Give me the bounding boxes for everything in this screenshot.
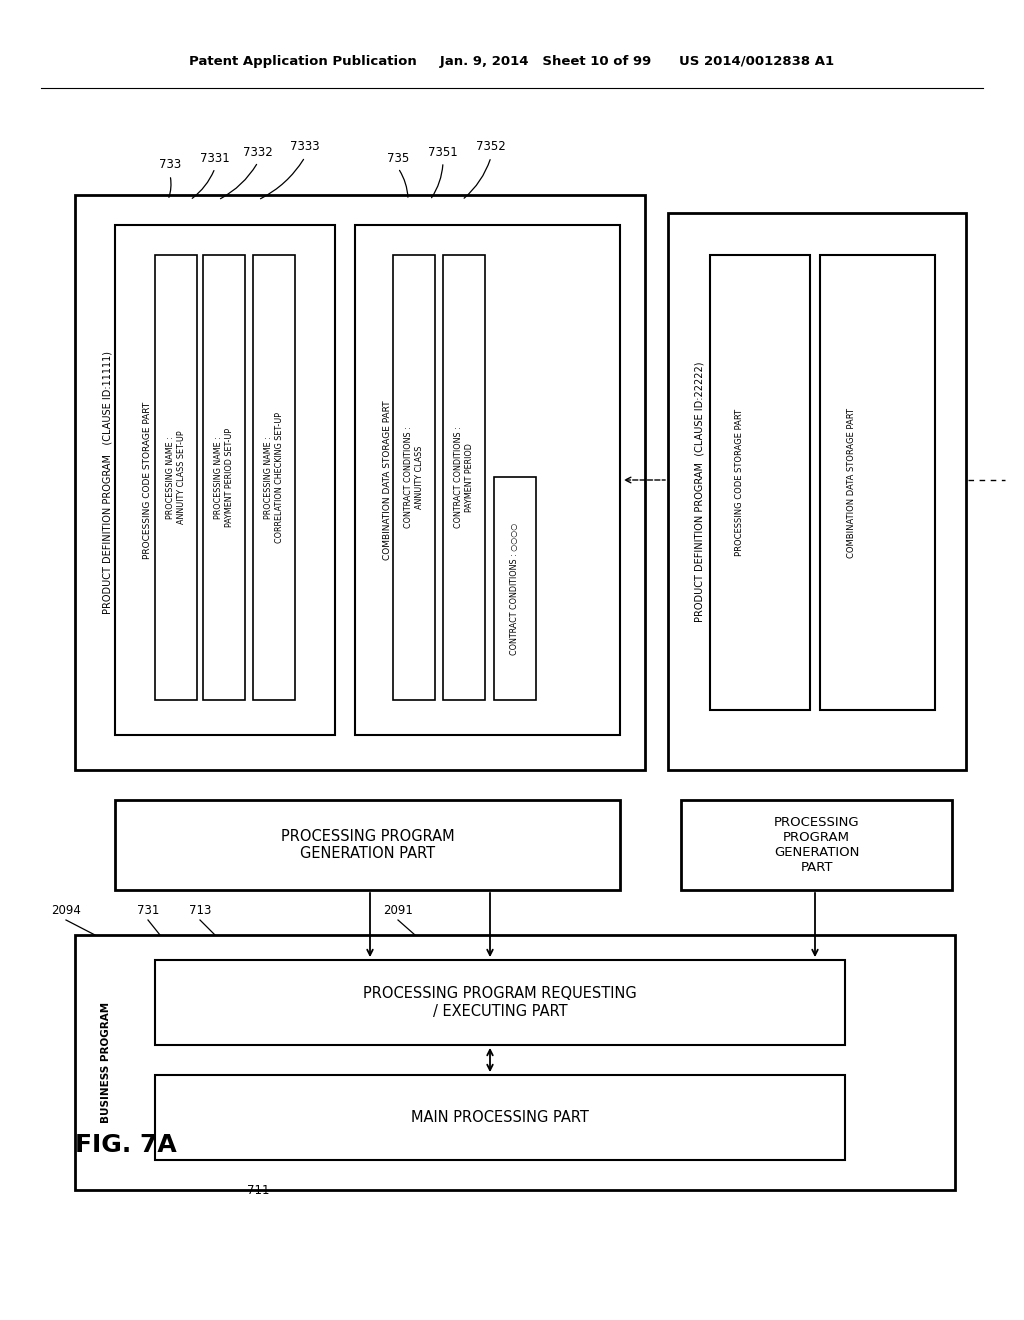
Text: 713: 713 xyxy=(188,903,211,916)
Text: Patent Application Publication     Jan. 9, 2014   Sheet 10 of 99      US 2014/00: Patent Application Publication Jan. 9, 2… xyxy=(189,55,835,69)
Bar xyxy=(443,255,485,700)
Bar xyxy=(355,224,620,735)
Text: PROCESSING CODE STORAGE PART: PROCESSING CODE STORAGE PART xyxy=(735,409,744,556)
Text: PROCESSING NAME :
CORRELATION CHECKING SET-UP: PROCESSING NAME : CORRELATION CHECKING S… xyxy=(264,412,284,543)
Text: 711: 711 xyxy=(247,1184,269,1196)
Bar xyxy=(155,1074,845,1160)
Text: COMBINATION DATA STORAGE PART: COMBINATION DATA STORAGE PART xyxy=(384,400,392,560)
Text: PRODUCT DEFINITION PROGRAM   (CLAUSE ID:11111): PRODUCT DEFINITION PROGRAM (CLAUSE ID:11… xyxy=(103,351,113,614)
Text: 2094: 2094 xyxy=(51,903,81,916)
Bar xyxy=(393,255,435,700)
Text: PROCESSING NAME :
PAYMENT PERIOD SET-UP: PROCESSING NAME : PAYMENT PERIOD SET-UP xyxy=(214,428,233,527)
Text: 7352: 7352 xyxy=(476,140,506,153)
Text: PROCESSING
PROGRAM
GENERATION
PART: PROCESSING PROGRAM GENERATION PART xyxy=(774,816,859,874)
Bar xyxy=(681,800,952,890)
Bar xyxy=(494,477,536,700)
Text: PRODUCT DEFINITION PROGRAM  (CLAUSE ID:22222): PRODUCT DEFINITION PROGRAM (CLAUSE ID:22… xyxy=(694,362,705,622)
Bar xyxy=(668,213,966,770)
Text: 7331: 7331 xyxy=(200,152,229,165)
Text: BUSINESS PROGRAM: BUSINESS PROGRAM xyxy=(101,1002,111,1123)
Bar xyxy=(820,255,935,710)
Bar xyxy=(203,255,245,700)
Text: 7332: 7332 xyxy=(243,145,272,158)
Text: COMBINATION DATA STORAGE PART: COMBINATION DATA STORAGE PART xyxy=(847,408,855,557)
Text: 731: 731 xyxy=(137,903,159,916)
Text: 733: 733 xyxy=(159,158,181,172)
Text: 7333: 7333 xyxy=(290,140,319,153)
Bar xyxy=(75,195,645,770)
Text: PROCESSING CODE STORAGE PART: PROCESSING CODE STORAGE PART xyxy=(143,401,153,558)
Bar xyxy=(253,255,295,700)
Text: CONTRACT CONDITIONS : ○○○○: CONTRACT CONDITIONS : ○○○○ xyxy=(511,523,519,655)
Text: FIG. 7A: FIG. 7A xyxy=(75,1133,177,1158)
Text: 7351: 7351 xyxy=(428,145,458,158)
Text: MAIN PROCESSING PART: MAIN PROCESSING PART xyxy=(411,1110,589,1125)
Bar xyxy=(75,935,955,1191)
Text: CONTRACT CONDITIONS :
ANNUITY CLASS: CONTRACT CONDITIONS : ANNUITY CLASS xyxy=(404,426,424,528)
Text: PROCESSING PROGRAM
GENERATION PART: PROCESSING PROGRAM GENERATION PART xyxy=(281,829,455,861)
Text: 735: 735 xyxy=(387,152,410,165)
Bar xyxy=(710,255,810,710)
Text: PROCESSING NAME :
ANNUITY CLASS SET-UP: PROCESSING NAME : ANNUITY CLASS SET-UP xyxy=(166,430,185,524)
Bar xyxy=(115,800,620,890)
Bar xyxy=(155,255,197,700)
Text: 2091: 2091 xyxy=(383,903,413,916)
Text: CONTRACT CONDITIONS :
PAYMENT PERIOD: CONTRACT CONDITIONS : PAYMENT PERIOD xyxy=(455,426,474,528)
Text: PROCESSING PROGRAM REQUESTING
/ EXECUTING PART: PROCESSING PROGRAM REQUESTING / EXECUTIN… xyxy=(364,986,637,1019)
Bar xyxy=(115,224,335,735)
Bar xyxy=(155,960,845,1045)
